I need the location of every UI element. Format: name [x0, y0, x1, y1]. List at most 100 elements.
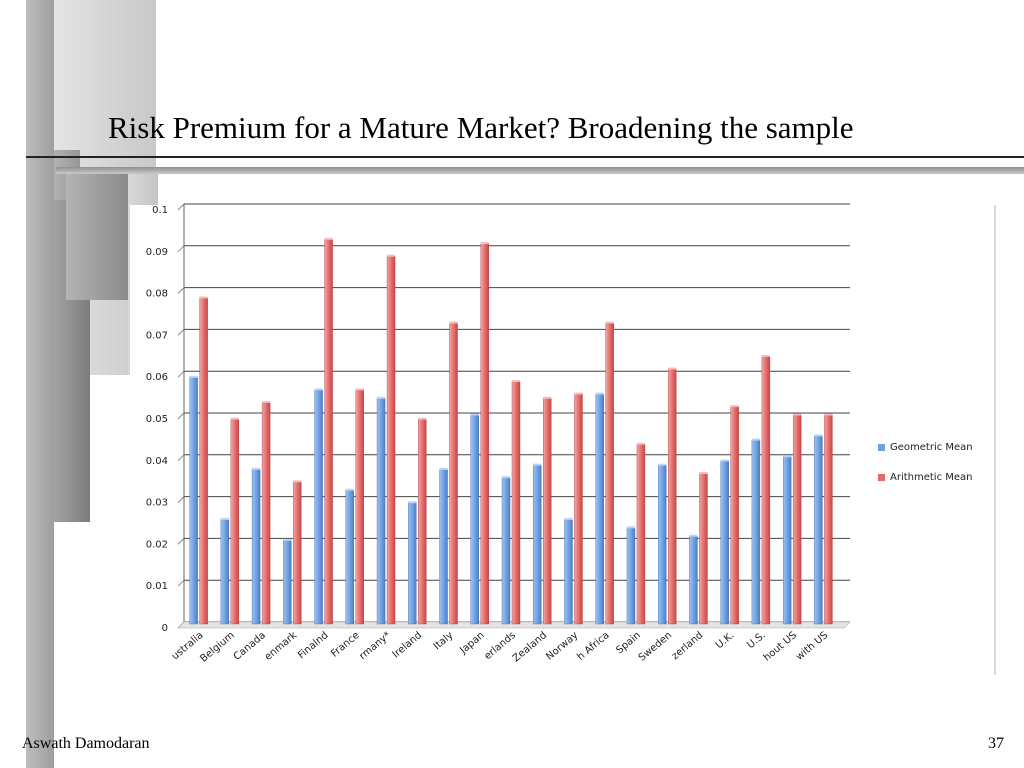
x-tick-label: rmany* — [358, 630, 393, 662]
bar-top-geometric — [502, 476, 510, 479]
bar-geometric-mean — [814, 435, 823, 625]
y-tick-label: 0.01 — [146, 581, 168, 592]
gridline-depth — [177, 370, 185, 378]
y-tick-label: 0.09 — [146, 247, 168, 258]
footer-author: Aswath Damodaran — [22, 735, 150, 752]
gridline-depth — [177, 412, 185, 420]
bar-top-arithmetic — [761, 354, 770, 357]
bar-top-arithmetic — [824, 413, 833, 416]
gridline-depth — [177, 287, 185, 294]
bar-arithmetic-mean — [574, 393, 583, 625]
bar-top-geometric — [689, 534, 698, 537]
bar-arithmetic-mean — [230, 418, 240, 625]
bar-top-geometric — [564, 518, 573, 520]
x-tick-label: enmark — [263, 630, 300, 663]
bar-top-geometric — [408, 501, 417, 504]
gridline-depth — [177, 538, 185, 545]
bar-arithmetic-mean — [386, 255, 396, 625]
y-tick-label: 0 — [162, 623, 168, 634]
bar-top-arithmetic — [293, 480, 302, 483]
bar-arithmetic-mean — [543, 398, 552, 625]
bar-geometric-mean — [283, 540, 292, 625]
bar-top-geometric — [783, 455, 792, 458]
x-tick-label: Belgium — [198, 630, 236, 665]
bar-geometric-mean — [626, 527, 636, 625]
bar-top-geometric — [283, 538, 292, 541]
bar-top-geometric — [658, 463, 667, 466]
bar-geometric-mean — [376, 398, 386, 625]
bar-top-arithmetic — [262, 400, 271, 403]
legend-item-arithmetic: Arithmetic Mean — [878, 470, 973, 484]
bar-geometric-mean — [564, 519, 573, 625]
bar-geometric-mean — [408, 502, 417, 625]
bar-arithmetic-mean — [699, 473, 708, 625]
gridline-depth — [177, 203, 185, 211]
y-tick-label: 0.03 — [146, 498, 168, 509]
title-rule — [26, 156, 1024, 158]
chart-border — [994, 205, 996, 675]
y-tick-label: 0.07 — [146, 330, 168, 341]
x-tick-label: Sweden — [637, 630, 674, 664]
bar-geometric-mean — [251, 469, 261, 625]
x-tick-label: with US — [794, 630, 830, 663]
x-axis-ticks: ustraliaBelgiumCanadaenmarkFinalndFrance… — [170, 630, 830, 665]
bar-geometric-mean — [189, 377, 198, 625]
bar-top-geometric — [345, 488, 354, 491]
bar-arithmetic-mean — [824, 414, 833, 625]
legend-label-arithmetic: Arithmetic Mean — [890, 471, 973, 483]
bar-geometric-mean — [439, 469, 448, 625]
bar-top-geometric — [470, 413, 479, 416]
bar-top-geometric — [314, 388, 323, 391]
bar-top-arithmetic — [199, 296, 208, 299]
bar-arithmetic-mean — [355, 389, 365, 625]
legend-swatch-geometric — [878, 443, 885, 451]
legend-label-geometric: Geometric Mean — [890, 441, 973, 453]
bar-top-arithmetic — [387, 254, 396, 257]
legend-item-geometric: Geometric Mean — [878, 440, 973, 454]
bar-geometric-mean — [533, 464, 542, 625]
chart-bars — [189, 237, 833, 625]
bar-top-geometric — [751, 438, 760, 441]
bar-arithmetic-mean — [449, 322, 458, 625]
bar-top-geometric — [252, 467, 261, 470]
bar-geometric-mean — [751, 439, 761, 625]
y-tick-label: 0.02 — [146, 539, 168, 550]
x-tick-label: hout US — [762, 630, 799, 664]
x-tick-label: U.S. — [745, 630, 767, 651]
title-shadow-rule — [56, 167, 1024, 174]
bar-geometric-mean — [314, 389, 323, 625]
bar-top-arithmetic — [512, 380, 520, 383]
x-tick-label: Ireland — [391, 630, 425, 661]
bar-arithmetic-mean — [480, 243, 489, 625]
y-tick-label: 0.08 — [146, 289, 168, 300]
decor-block — [66, 170, 128, 300]
bar-top-arithmetic — [230, 417, 239, 420]
bar-arithmetic-mean — [324, 239, 333, 625]
bar-top-geometric — [220, 518, 229, 520]
bar-geometric-mean — [782, 456, 792, 625]
chart-legend: Geometric Mean Arithmetic Mean — [878, 440, 973, 500]
y-tick-label: 0.06 — [146, 372, 168, 383]
gridline-depth — [177, 496, 185, 503]
bar-arithmetic-mean — [261, 402, 271, 625]
bar-top-arithmetic — [480, 242, 489, 245]
bar-arithmetic-mean — [293, 481, 302, 625]
bar-top-arithmetic — [418, 417, 427, 420]
x-tick-label: zerland — [670, 630, 705, 662]
bar-arithmetic-mean — [667, 368, 677, 625]
gridline-depth — [177, 329, 185, 336]
legend-swatch-arithmetic — [878, 473, 885, 481]
x-tick-label: Spain — [614, 630, 642, 656]
bar-arithmetic-mean — [605, 322, 614, 625]
bar-top-arithmetic — [449, 321, 458, 324]
bar-arithmetic-mean — [418, 418, 427, 625]
chart-area — [130, 205, 996, 675]
bar-arithmetic-mean — [511, 381, 521, 625]
y-tick-label: 0.04 — [146, 456, 168, 467]
bar-arithmetic-mean — [636, 444, 646, 625]
bar-top-geometric — [814, 434, 823, 437]
x-tick-label: U.K. — [714, 630, 737, 651]
bar-arithmetic-mean — [761, 356, 771, 625]
bar-top-geometric — [377, 396, 386, 399]
gridline-depth — [177, 245, 185, 253]
